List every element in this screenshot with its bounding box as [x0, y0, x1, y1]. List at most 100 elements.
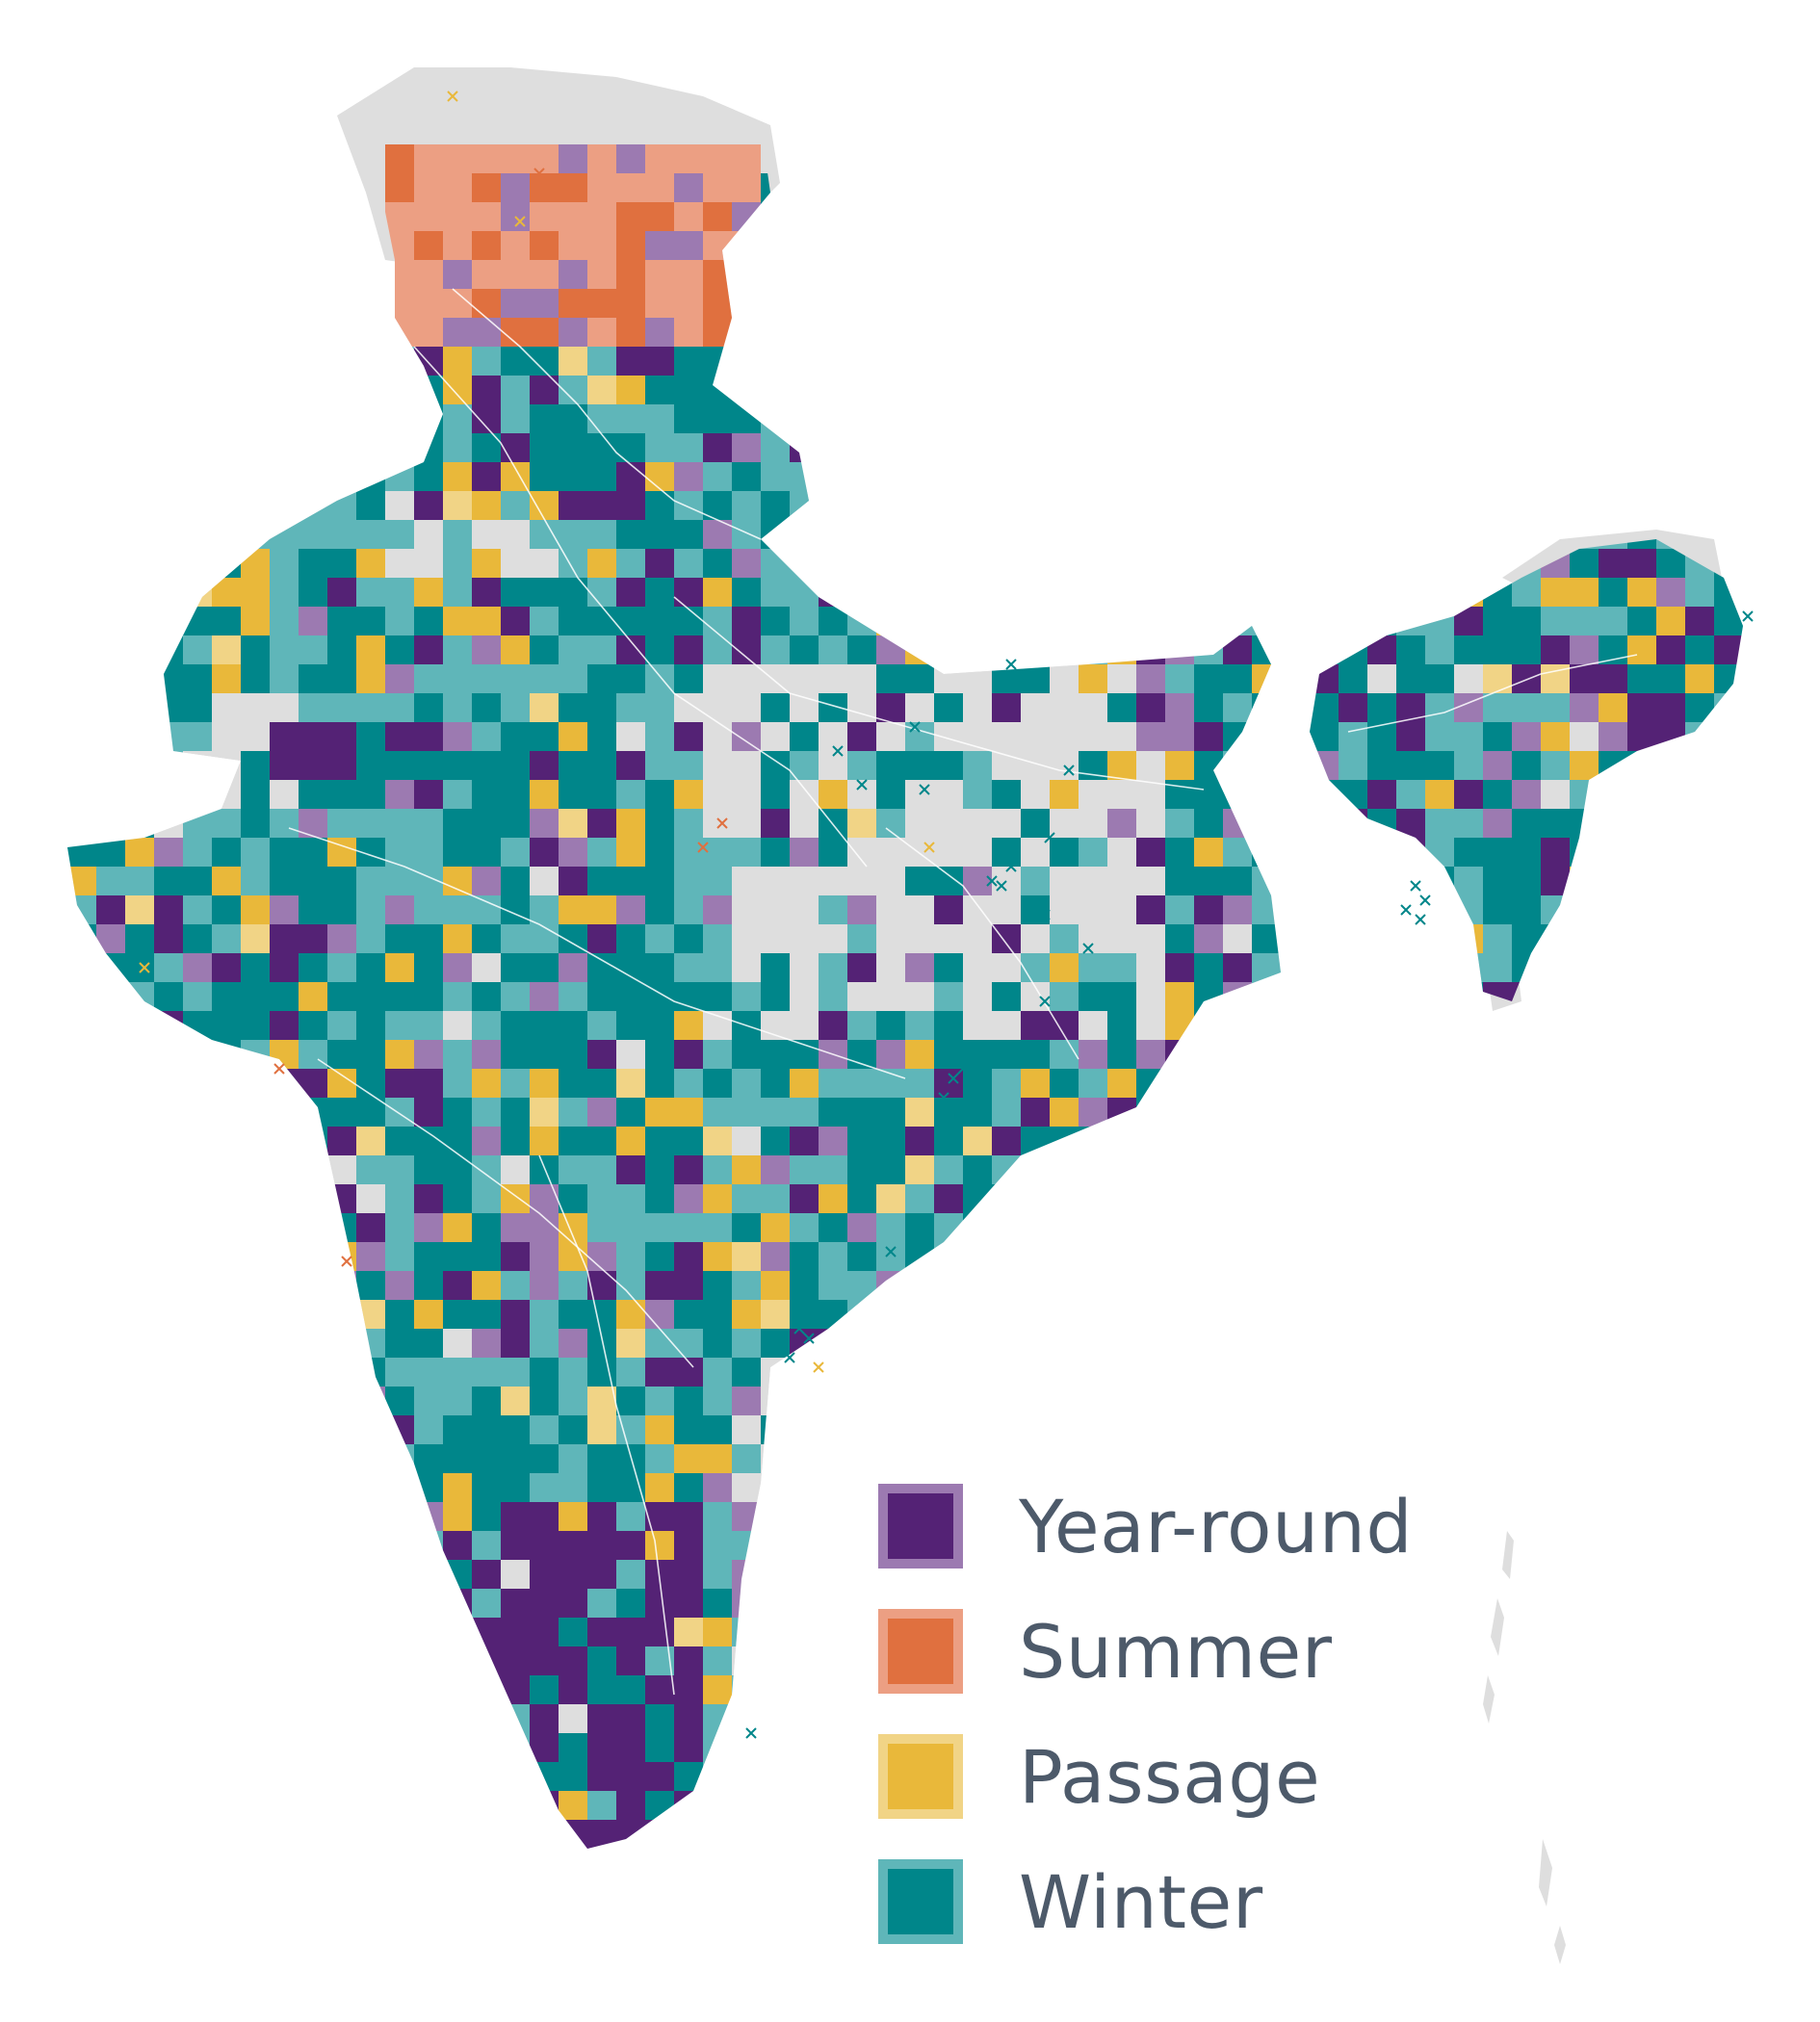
grid-cell [790, 1618, 819, 1646]
grid-cell [1570, 635, 1599, 664]
grid-cell [1541, 318, 1570, 347]
grid-cell [703, 1213, 732, 1242]
grid-cell [39, 895, 67, 924]
grid-cell [732, 809, 761, 838]
grid-cell [299, 1704, 327, 1733]
grid-cell [732, 1618, 761, 1646]
grid-cell [703, 1704, 732, 1733]
grid-cell [674, 809, 703, 838]
grid-cell [96, 1213, 125, 1242]
grid-cell [96, 1127, 125, 1155]
grid-cell [299, 867, 327, 895]
grid-cell [1223, 982, 1252, 1011]
grid-cell [1714, 1791, 1743, 1820]
grid-cell [1223, 87, 1252, 116]
grid-cell [616, 231, 645, 260]
grid-cell [1743, 1618, 1772, 1646]
grid-cell [645, 1762, 674, 1791]
grid-cell [1627, 1300, 1656, 1329]
grid-cell [212, 1358, 241, 1387]
grid-cell [732, 144, 761, 173]
grid-cell [472, 231, 501, 260]
grid-cell [559, 144, 587, 173]
grid-cell [299, 1155, 327, 1184]
grid-cell [819, 144, 847, 173]
grid-cell [1310, 77, 1339, 87]
grid-cell [1512, 173, 1541, 202]
grid-cell [703, 1646, 732, 1675]
grid-cell [1685, 780, 1714, 809]
grid-cell [1685, 1271, 1714, 1300]
grid-cell [501, 549, 530, 578]
grid-cell [125, 895, 154, 924]
grid-cell [1685, 404, 1714, 433]
grid-cell [847, 1213, 876, 1242]
grid-cell [1165, 607, 1194, 635]
grid-cell [67, 809, 96, 838]
cross-marker-icon [1005, 861, 1017, 872]
grid-cell [67, 231, 96, 260]
grid-cell [385, 1791, 414, 1820]
grid-cell [905, 924, 934, 953]
grid-cell [1310, 1011, 1339, 1040]
grid-cell [587, 1675, 616, 1704]
grid-cell [472, 751, 501, 780]
grid-cell [1194, 1040, 1223, 1069]
grid-cell [1281, 289, 1310, 318]
grid-cell [992, 693, 1021, 722]
grid-cell [1107, 1329, 1136, 1358]
legend-item-year-round: Year-round [878, 1464, 1572, 1589]
grid-cell [847, 924, 876, 953]
grid-cell [559, 404, 587, 433]
grid-cell [472, 867, 501, 895]
grid-cell [992, 289, 1021, 318]
grid-cell [356, 664, 385, 693]
grid-cell [1627, 1791, 1656, 1820]
grid-cell [1656, 77, 1685, 87]
grid-cell [96, 260, 125, 289]
grid-cell [241, 1849, 270, 1878]
grid-cell [761, 1387, 790, 1415]
grid-cell [703, 260, 732, 289]
cross-marker-icon [793, 1323, 805, 1335]
grid-cell [1165, 347, 1194, 376]
grid-cell [616, 1069, 645, 1098]
grid-cell [1194, 549, 1223, 578]
grid-cell [1454, 780, 1483, 809]
grid-cell [96, 924, 125, 953]
grid-cell [934, 116, 963, 144]
grid-cell [96, 838, 125, 867]
grid-cell [819, 1069, 847, 1098]
grid-cell [1165, 693, 1194, 722]
grid-cell [1685, 578, 1714, 607]
grid-cell [732, 924, 761, 953]
grid-cell [1396, 77, 1425, 87]
grid-cell [1570, 693, 1599, 722]
grid-cell [1512, 1040, 1541, 1069]
grid-cell [443, 1762, 472, 1791]
grid-cell [154, 867, 183, 895]
grid-cell [992, 1415, 1021, 1444]
grid-cell [212, 1878, 241, 1906]
grid-cell [1107, 376, 1136, 404]
grid-cell [443, 982, 472, 1011]
grid-cell [876, 520, 905, 549]
grid-cell [1454, 1040, 1483, 1069]
grid-cell [385, 1733, 414, 1762]
grid-cell [327, 1733, 356, 1762]
grid-cell [645, 462, 674, 491]
grid-cell [616, 1675, 645, 1704]
grid-cell [1223, 635, 1252, 664]
grid-cell [1714, 491, 1743, 520]
grid-cell [270, 1531, 299, 1560]
grid-cell [963, 87, 992, 116]
grid-cell [443, 1531, 472, 1560]
grid-cell [732, 520, 761, 549]
grid-cell [125, 144, 154, 173]
grid-cell [1223, 433, 1252, 462]
grid-cell [1454, 404, 1483, 433]
grid-cell [1252, 1011, 1281, 1040]
grid-cell [270, 809, 299, 838]
grid-cell [905, 607, 934, 635]
grid-cell [125, 1560, 154, 1589]
